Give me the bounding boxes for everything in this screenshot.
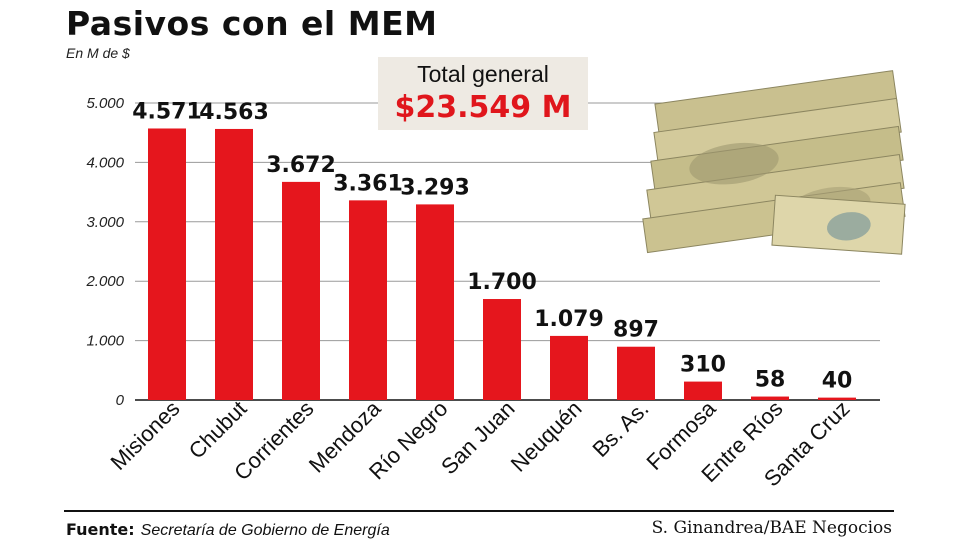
footer-divider xyxy=(64,510,894,512)
y-tick-label: 1.000 xyxy=(86,333,124,350)
source-text: Secretaría de Gobierno de Energía xyxy=(140,522,390,539)
bar xyxy=(215,128,253,400)
data-label: 3.361 xyxy=(333,171,403,196)
bar xyxy=(148,128,186,400)
data-label: 4.563 xyxy=(199,100,269,125)
data-label: 1.700 xyxy=(467,270,537,295)
bar xyxy=(550,335,588,400)
source-note: Fuente: Secretaría de Gobierno de Energía xyxy=(66,520,390,540)
bar xyxy=(282,181,320,400)
credit: S. Ginandrea/BAE Negocios xyxy=(651,518,892,538)
source-label: Fuente: xyxy=(66,520,135,539)
unit-label: En M de $ xyxy=(66,45,130,61)
data-label: 3.293 xyxy=(400,175,470,200)
chart-title: Pasivos con el MEM xyxy=(66,4,438,43)
y-tick-label: 3.000 xyxy=(86,214,124,231)
bar xyxy=(751,396,789,400)
data-label: 897 xyxy=(613,318,659,343)
category-label: San Juan xyxy=(436,396,519,479)
total-value: $23.549 M xyxy=(394,90,572,125)
bar xyxy=(483,299,521,400)
y-tick-label: 5.000 xyxy=(86,95,124,112)
y-tick-label: 0 xyxy=(116,392,125,409)
category-label: Chubut xyxy=(184,396,252,464)
data-label: 3.672 xyxy=(266,153,336,178)
data-label: 310 xyxy=(680,353,726,378)
data-label: 4.571 xyxy=(132,99,202,124)
total-box: Total general $23.549 M xyxy=(378,57,588,130)
total-label: Total general xyxy=(417,61,549,87)
bar xyxy=(416,204,454,400)
category-label: Bs. As. xyxy=(587,396,653,462)
category-label: Neuquén xyxy=(506,396,587,477)
y-tick-label: 2.000 xyxy=(85,273,124,290)
bar xyxy=(617,346,655,400)
data-label: 58 xyxy=(755,368,786,393)
bar xyxy=(349,200,387,400)
bar xyxy=(684,381,722,400)
bar xyxy=(818,397,856,400)
data-label: 1.079 xyxy=(534,307,604,332)
banknotes-image xyxy=(642,70,906,255)
y-tick-label: 4.000 xyxy=(86,154,124,171)
data-label: 40 xyxy=(822,369,853,394)
